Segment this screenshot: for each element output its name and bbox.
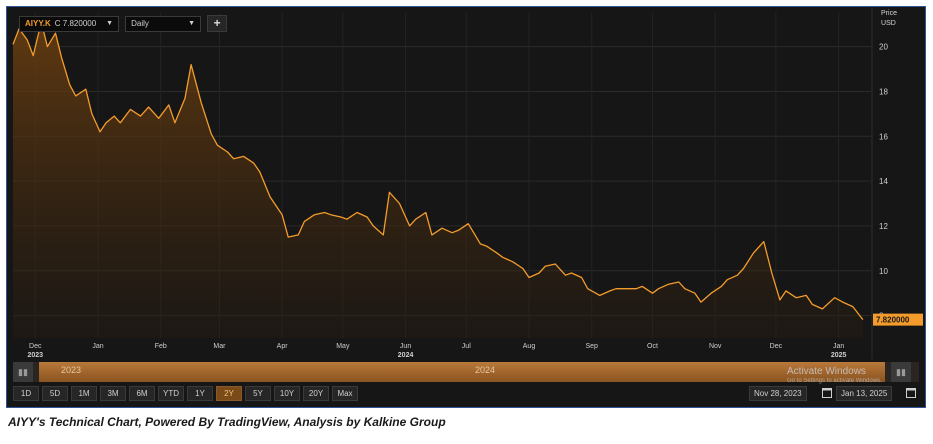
interval-label: Daily [131,19,149,28]
symbol-label: AIYY.K [25,19,51,28]
range-button-5y[interactable]: 5Y [245,386,271,401]
x-year-label: 2023 [27,352,43,359]
symbol-selector[interactable]: AIYY.K C 7.820000 ▼ [19,15,120,32]
x-tick-label: Nov [709,343,722,350]
chart-caption: AIYY's Technical Chart, Powered By Tradi… [8,415,446,429]
y-tick-label: 16 [879,132,888,141]
chart-toolbar: AIYY.K C 7.820000 ▼ Daily ▼ + [19,15,228,32]
y-tick-label: 10 [879,267,888,276]
from-date-field[interactable]: Nov 28, 2023 [749,386,807,401]
chevron-down-icon: ▼ [106,20,114,27]
timeline-selected-range[interactable]: 2023 2024 [39,362,885,382]
price-axis-unit: USD [881,20,896,27]
range-button-6m[interactable]: 6M [129,386,155,401]
timeline-year-label: 2024 [475,365,496,375]
x-tick-label: Jul [462,343,471,350]
x-tick-label: Aug [523,343,536,350]
activate-windows-title: Activate Windows [787,366,866,377]
range-button-2y[interactable]: 2Y [216,386,242,401]
calendar-icon[interactable] [822,387,832,398]
range-button-3m[interactable]: 3M [100,386,126,401]
range-button-20y[interactable]: 20Y [303,386,329,401]
x-tick-label: Dec [770,343,783,350]
x-tick-label: Mar [213,343,226,350]
range-button-10y[interactable]: 10Y [274,386,300,401]
y-tick-label: 12 [879,222,888,231]
chevron-down-icon: ▼ [188,20,196,27]
timeline-right-handle[interactable]: ▮▮ [891,362,911,382]
range-button-5d[interactable]: 5D [42,386,68,401]
chart-window: 8101214161820Dec2023JanFebMarAprMayJun20… [6,6,926,408]
price-axis-header: Price USD [881,9,897,29]
x-tick-label: Jan [92,343,103,350]
x-tick-label: Dec [29,343,42,350]
price-area-fill [13,22,863,338]
close-price-label: C 7.820000 [54,19,97,28]
price-line [12,21,864,320]
x-tick-label: Oct [647,343,658,350]
x-year-label: 2025 [831,352,847,359]
x-tick-label: Apr [277,343,289,350]
calendar-icon[interactable] [906,387,916,398]
y-tick-label: 14 [879,177,888,186]
range-button-1d[interactable]: 1D [13,386,39,401]
x-tick-label: Feb [155,343,167,350]
range-button-1y[interactable]: 1Y [187,386,213,401]
y-tick-label: 20 [879,43,888,52]
x-tick-label: Jan [833,343,844,350]
to-date-field[interactable]: Jan 13, 2025 [836,386,893,401]
y-tick-label: 18 [879,87,888,96]
price-axis-title: Price [881,10,897,17]
range-button-ytd[interactable]: YTD [158,386,184,401]
price-chart[interactable]: 8101214161820Dec2023JanFebMarAprMayJun20… [7,7,925,407]
last-price-badge [873,313,923,326]
last-price-label: 7.820000 [876,316,910,325]
range-button-bar: 1D 5D 1M 3M 6M YTD 1Y 2Y 5Y 10Y 20Y Max [13,386,358,401]
timeline-navigator[interactable]: ▮▮ 2023 2024 ▮▮ [13,362,919,382]
timeline-left-handle[interactable]: ▮▮ [13,362,33,382]
add-indicator-button[interactable]: + [207,15,228,32]
timeline-year-label: 2023 [61,365,82,375]
x-tick-label: Sep [586,343,599,350]
range-button-max[interactable]: Max [332,386,358,401]
x-tick-label: Jun [400,343,411,350]
x-year-label: 2024 [398,352,414,359]
interval-selector[interactable]: Daily ▼ [125,15,202,32]
x-tick-label: May [336,343,350,350]
range-button-1m[interactable]: 1M [71,386,97,401]
activate-windows-subtitle: Go to Settings to activate Windows. [787,378,882,384]
